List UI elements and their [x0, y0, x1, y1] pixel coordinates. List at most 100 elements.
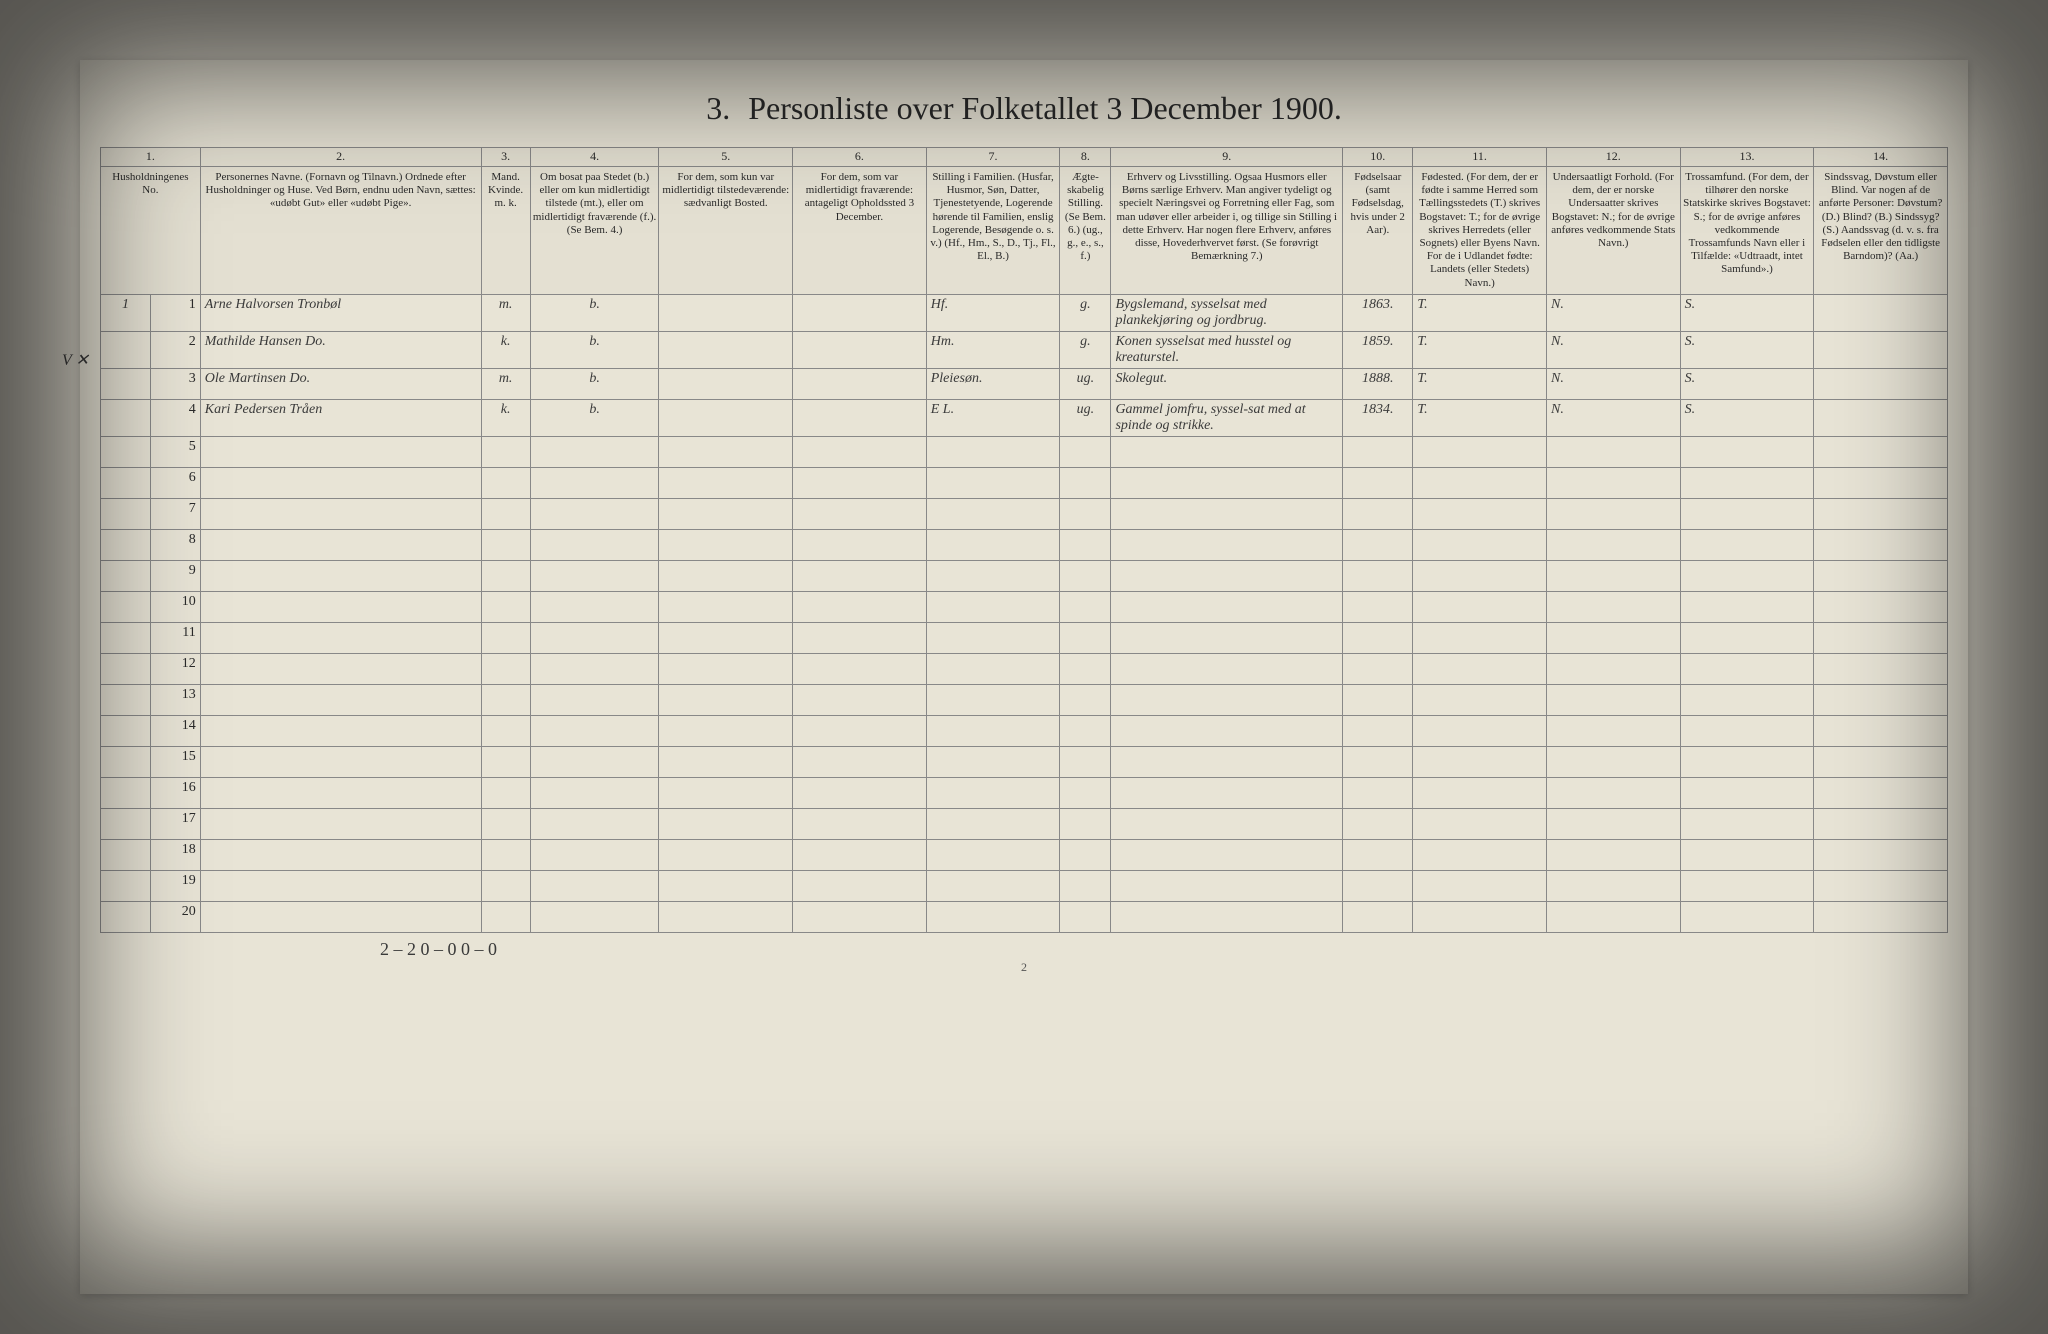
cell-empty	[926, 870, 1060, 901]
cell-empty	[659, 715, 793, 746]
cell-empty	[1814, 622, 1948, 653]
cell-empty	[530, 901, 659, 932]
cell-birthplace: T.	[1413, 399, 1547, 436]
header-14: Sindssvag, Døvstum eller Blind. Var noge…	[1814, 167, 1948, 295]
cell-empty	[1060, 653, 1111, 684]
cell-empty	[1546, 467, 1680, 498]
cell-residence: b.	[530, 399, 659, 436]
page-number: 2	[100, 960, 1948, 975]
cell-empty	[926, 777, 1060, 808]
table-row-empty: 11	[101, 622, 1948, 653]
census-sheet: 3. Personliste over Folketallet 3 Decemb…	[80, 60, 1968, 1294]
cell-empty	[1343, 746, 1413, 777]
table-row-empty: 10	[101, 591, 1948, 622]
cell-person-no: 15	[150, 746, 200, 777]
colnum-10: 10.	[1343, 148, 1413, 167]
cell-empty	[1413, 591, 1547, 622]
cell-empty	[1111, 467, 1343, 498]
cell-empty	[1546, 777, 1680, 808]
cell-empty	[926, 715, 1060, 746]
cell-empty	[481, 839, 530, 870]
cell-empty	[481, 715, 530, 746]
cell-empty	[1546, 653, 1680, 684]
cell-empty	[530, 870, 659, 901]
cell-empty	[1111, 808, 1343, 839]
cell-empty	[1060, 870, 1111, 901]
cell-person-no: 3	[150, 368, 200, 399]
table-row-empty: 18	[101, 839, 1948, 870]
table-row-empty: 6	[101, 467, 1948, 498]
table-row-empty: 7	[101, 498, 1948, 529]
cell-empty	[926, 529, 1060, 560]
census-table: 1. 2. 3. 4. 5. 6. 7. 8. 9. 10. 11. 12. 1…	[100, 147, 1948, 933]
cell-empty	[1680, 839, 1814, 870]
scan-background: V ✕ 3. Personliste over Folketallet 3 De…	[0, 0, 2048, 1334]
cell-religion: S.	[1680, 294, 1814, 331]
cell-disability	[1814, 331, 1948, 368]
cell-empty	[200, 808, 481, 839]
cell-empty	[793, 467, 927, 498]
header-4: Om bosat paa Stedet (b.) eller om kun mi…	[530, 167, 659, 295]
cell-empty	[659, 436, 793, 467]
cell-empty	[1814, 839, 1948, 870]
cell-empty	[530, 498, 659, 529]
cell-family-position: Hm.	[926, 331, 1060, 368]
header-6: For dem, som var midlertidigt fraværende…	[793, 167, 927, 295]
cell-empty	[481, 653, 530, 684]
colnum-7: 7.	[926, 148, 1060, 167]
cell-birth-year: 1888.	[1343, 368, 1413, 399]
cell-empty	[1060, 591, 1111, 622]
title-text: Personliste over Folketallet 3 December …	[748, 90, 1342, 126]
table-row-empty: 14	[101, 715, 1948, 746]
cell-temp-away	[793, 331, 927, 368]
cell-empty	[200, 777, 481, 808]
cell-empty	[1343, 436, 1413, 467]
cell-nationality: N.	[1546, 331, 1680, 368]
cell-empty	[1060, 467, 1111, 498]
cell-empty	[481, 808, 530, 839]
table-body: 11Arne Halvorsen Tronbølm.b.Hf.g.Bygslem…	[101, 294, 1948, 932]
cell-empty	[1413, 653, 1547, 684]
cell-empty	[200, 715, 481, 746]
cell-religion: S.	[1680, 331, 1814, 368]
cell-empty	[200, 591, 481, 622]
cell-person-no: 1	[150, 294, 200, 331]
cell-empty	[1546, 746, 1680, 777]
cell-empty	[1546, 808, 1680, 839]
cell-empty	[1343, 777, 1413, 808]
cell-empty	[1546, 622, 1680, 653]
cell-empty	[530, 808, 659, 839]
cell-empty	[1680, 715, 1814, 746]
cell-empty	[481, 498, 530, 529]
cell-empty	[1546, 529, 1680, 560]
cell-temp-away	[793, 294, 927, 331]
cell-empty	[659, 653, 793, 684]
cell-empty	[1680, 653, 1814, 684]
cell-empty	[481, 560, 530, 591]
cell-empty	[926, 653, 1060, 684]
cell-empty	[926, 901, 1060, 932]
cell-name: Mathilde Hansen Do.	[200, 331, 481, 368]
cell-nationality: N.	[1546, 368, 1680, 399]
footer-tally: 2 – 2 0 – 0 0 – 0	[100, 933, 1948, 960]
cell-empty	[1060, 684, 1111, 715]
cell-empty	[926, 622, 1060, 653]
cell-empty	[1343, 653, 1413, 684]
cell-empty	[1111, 591, 1343, 622]
colnum-4: 4.	[530, 148, 659, 167]
cell-birth-year: 1863.	[1343, 294, 1413, 331]
cell-empty	[1343, 622, 1413, 653]
cell-empty	[1343, 498, 1413, 529]
cell-empty	[1343, 839, 1413, 870]
header-11: Fødested. (For dem, der er fødte i samme…	[1413, 167, 1547, 295]
cell-empty	[200, 529, 481, 560]
cell-occupation: Skolegut.	[1111, 368, 1343, 399]
cell-household-no	[101, 368, 151, 399]
cell-empty	[1413, 839, 1547, 870]
cell-person-no: 7	[150, 498, 200, 529]
cell-religion: S.	[1680, 399, 1814, 436]
cell-empty	[793, 870, 927, 901]
cell-empty	[659, 498, 793, 529]
cell-empty	[926, 467, 1060, 498]
cell-residence: b.	[530, 294, 659, 331]
